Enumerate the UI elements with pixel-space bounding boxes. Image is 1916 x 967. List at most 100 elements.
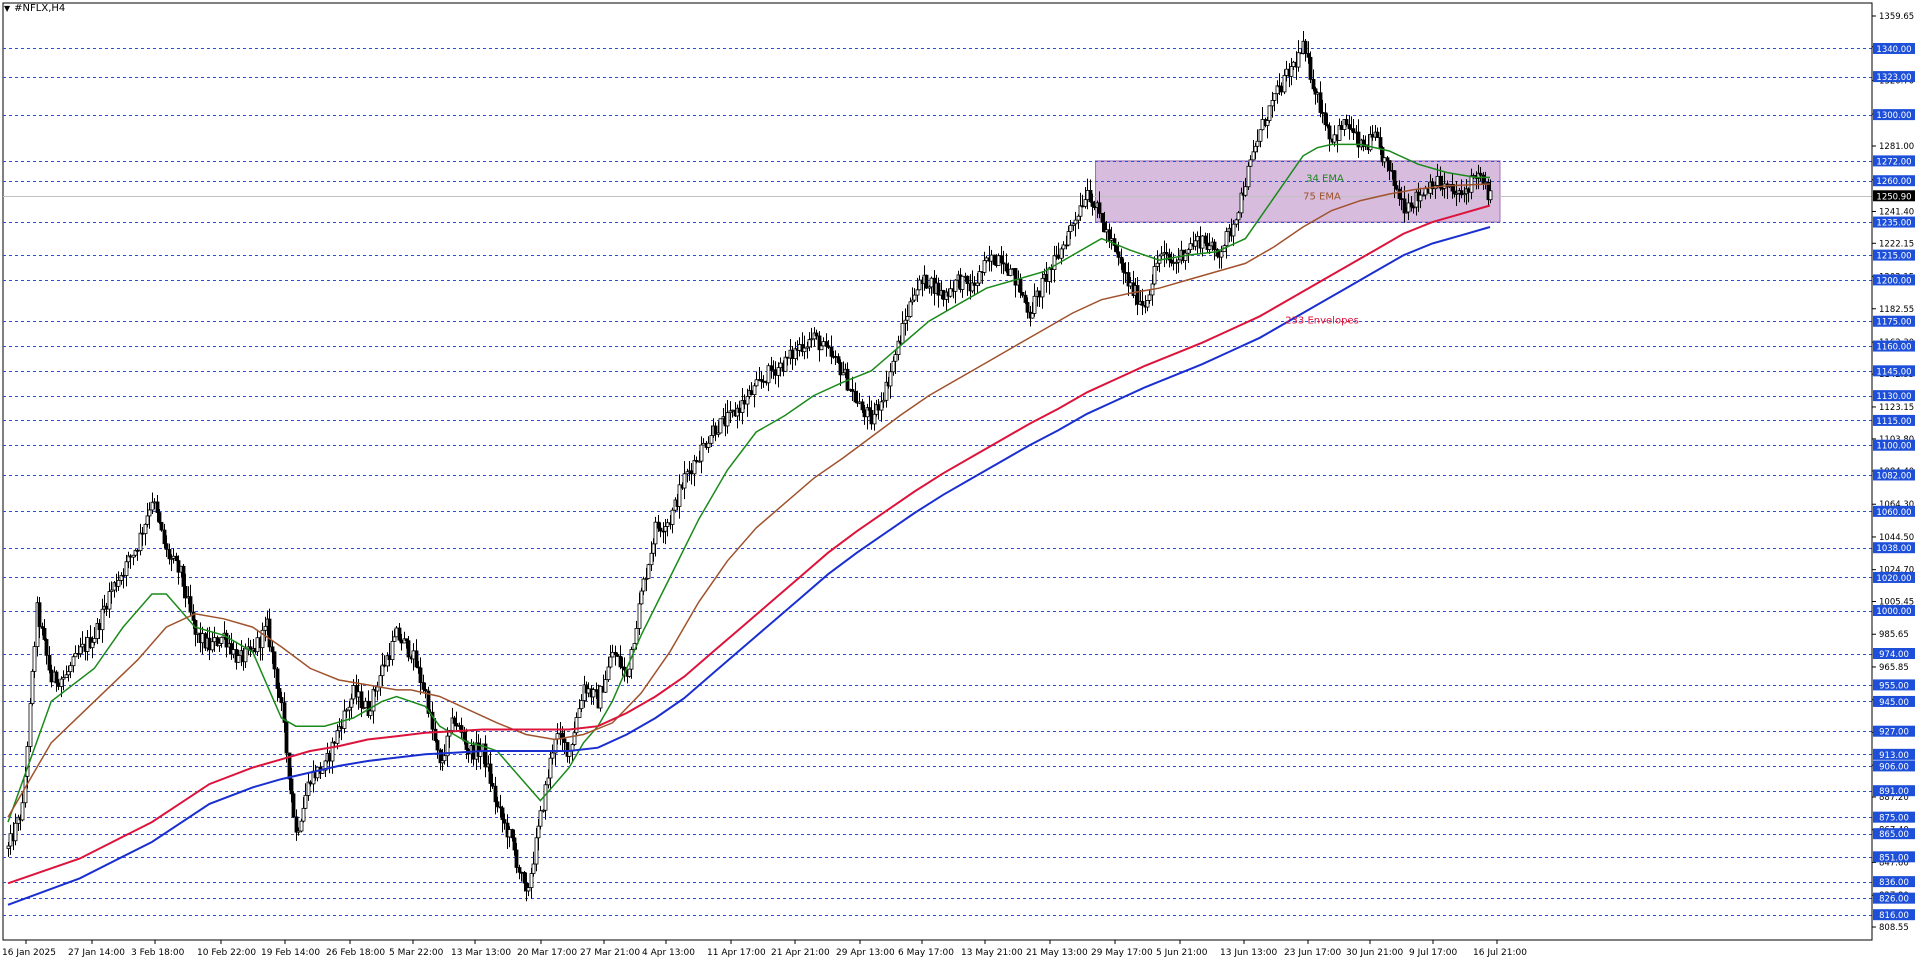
level-price-tag[interactable] xyxy=(1873,315,1915,327)
candle-body xyxy=(267,618,272,648)
candle-body xyxy=(1004,263,1009,272)
candle-body xyxy=(347,706,352,711)
level-price-tag[interactable] xyxy=(1873,679,1915,691)
level-price-tag[interactable] xyxy=(1873,274,1915,286)
level-price-tag[interactable] xyxy=(1873,216,1915,228)
candle-body xyxy=(814,332,819,337)
candle-body xyxy=(1380,147,1385,163)
candle-body xyxy=(1356,131,1361,148)
candle-body xyxy=(488,763,493,784)
candle-body xyxy=(155,501,160,513)
price-tick-label: 887.20 xyxy=(1879,793,1909,803)
level-price-tag[interactable] xyxy=(1873,71,1915,83)
candle-body xyxy=(706,442,711,448)
envelope-upper-line[interactable] xyxy=(7,204,1491,885)
level-price-tag[interactable] xyxy=(1873,605,1915,617)
candle-body xyxy=(435,740,440,751)
candle-body xyxy=(224,632,229,648)
candle-body xyxy=(737,407,742,413)
level-price-tag[interactable] xyxy=(1873,505,1915,517)
candle-body xyxy=(54,671,59,684)
level-price-tag[interactable] xyxy=(1873,155,1915,167)
candle-body xyxy=(303,794,308,809)
candle-body xyxy=(1030,313,1035,319)
candle-body xyxy=(1234,219,1239,225)
candle-body xyxy=(1207,245,1212,250)
level-price-tag[interactable] xyxy=(1873,340,1915,352)
level-price-tag[interactable] xyxy=(1873,175,1915,187)
candle-body xyxy=(171,555,176,559)
candle-body xyxy=(1368,133,1373,151)
candle-body xyxy=(138,532,143,552)
candle-body xyxy=(663,526,668,532)
candle-body xyxy=(1121,262,1126,273)
candle-body xyxy=(378,675,383,688)
candle-body xyxy=(639,590,644,605)
level-price-tag[interactable] xyxy=(1873,828,1915,840)
candle-body xyxy=(68,665,73,673)
level-price-tag[interactable] xyxy=(1873,469,1915,481)
candle-body xyxy=(550,752,555,759)
dropdown-triangle-icon[interactable]: ▼ xyxy=(4,4,11,13)
level-price-tag[interactable] xyxy=(1873,851,1915,863)
level-price-tag[interactable] xyxy=(1873,748,1915,760)
candle-body xyxy=(1059,248,1064,259)
candle-body xyxy=(64,674,69,678)
ema75-line[interactable] xyxy=(7,183,1491,818)
level-price-tag[interactable] xyxy=(1873,542,1915,554)
level-price-tag-label: 1272.00 xyxy=(1876,157,1911,167)
candle-body xyxy=(1246,165,1251,188)
level-price-tag[interactable] xyxy=(1873,439,1915,451)
candle-body xyxy=(713,425,718,435)
level-price-tag[interactable] xyxy=(1873,249,1915,261)
level-price-tag[interactable] xyxy=(1873,571,1915,583)
level-price-tag[interactable] xyxy=(1873,760,1915,772)
candle-body xyxy=(1159,253,1164,257)
candles xyxy=(6,30,1493,902)
candle-body xyxy=(272,651,277,670)
candle-body xyxy=(996,255,1001,266)
level-price-tag[interactable] xyxy=(1873,785,1915,797)
level-price-tag[interactable] xyxy=(1873,876,1915,888)
candle-body xyxy=(1193,240,1198,247)
level-price-tag[interactable] xyxy=(1873,648,1915,660)
candle-body xyxy=(606,666,611,681)
ema34-line[interactable] xyxy=(7,143,1490,823)
level-price-tag[interactable] xyxy=(1873,725,1915,737)
candle-body xyxy=(56,682,61,687)
candle-body xyxy=(776,367,781,376)
candle-body xyxy=(709,435,714,444)
candle-body xyxy=(287,752,292,780)
candle-body xyxy=(176,560,181,573)
candle-body xyxy=(1020,291,1025,296)
candle-body xyxy=(104,605,109,610)
candle-body xyxy=(562,738,567,743)
price-tick-label: 1281.00 xyxy=(1879,142,1914,152)
time-tick-label: 27 Jan 14:00 xyxy=(68,948,125,958)
candle-body xyxy=(270,646,275,653)
price-tick-label: 1024.70 xyxy=(1879,566,1914,576)
candle-body xyxy=(742,400,747,405)
label-233-envelopes: 233 Envelopes xyxy=(1285,316,1359,327)
candle-body xyxy=(522,872,527,884)
level-price-tag-label: 1082.00 xyxy=(1876,471,1911,481)
candle-body xyxy=(13,822,18,842)
level-price-tag[interactable] xyxy=(1873,811,1915,823)
level-price-tag[interactable] xyxy=(1873,909,1915,921)
level-price-tag[interactable] xyxy=(1873,414,1915,426)
candle-body xyxy=(1239,192,1244,214)
candle-body xyxy=(699,444,704,462)
candle-body xyxy=(243,648,248,663)
level-price-tag[interactable] xyxy=(1873,390,1915,402)
level-price-tag[interactable] xyxy=(1873,695,1915,707)
level-price-tag[interactable] xyxy=(1873,892,1915,904)
level-price-tag[interactable] xyxy=(1873,109,1915,121)
candle-body xyxy=(749,390,754,396)
level-price-tag-label: 851.00 xyxy=(1879,853,1909,863)
level-price-tag[interactable] xyxy=(1873,42,1915,54)
level-price-tag[interactable] xyxy=(1873,365,1915,377)
candle-body xyxy=(1109,238,1114,241)
candle-body xyxy=(1337,125,1342,141)
envelope-lower-line[interactable] xyxy=(7,226,1491,906)
